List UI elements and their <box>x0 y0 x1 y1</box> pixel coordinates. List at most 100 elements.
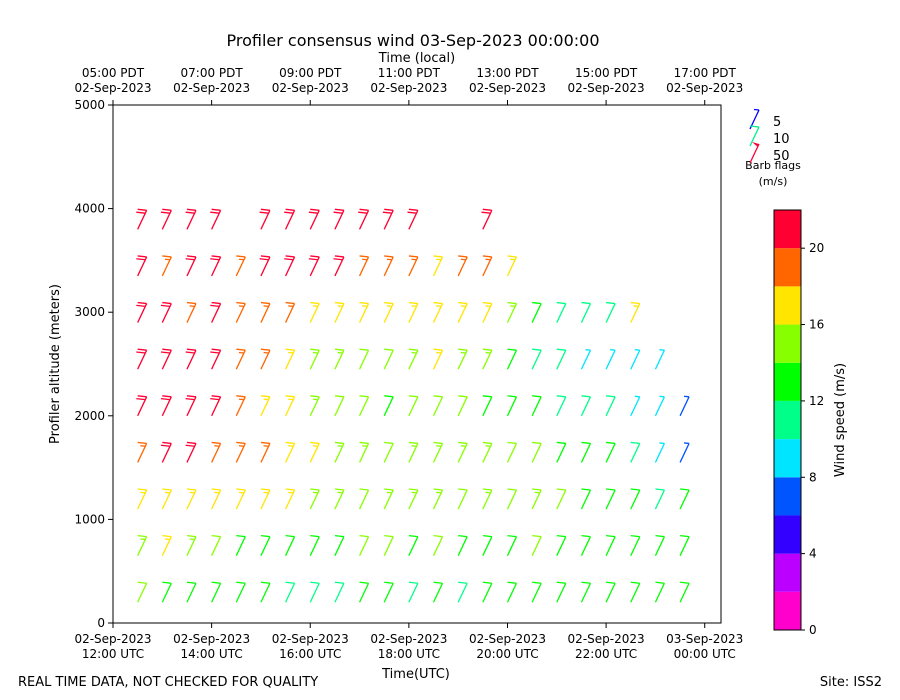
barb-full <box>532 581 542 584</box>
barb-full <box>259 211 269 214</box>
barb-full <box>408 395 418 398</box>
barb-full <box>186 441 197 445</box>
wind-barb <box>235 348 246 370</box>
barb-full <box>260 581 271 584</box>
barb-staff <box>630 583 641 603</box>
barb-full <box>507 255 517 258</box>
barb-staff <box>260 583 271 603</box>
barb-full <box>185 398 195 401</box>
wind-barb <box>432 348 444 370</box>
barb-staff <box>580 349 592 370</box>
barb-full <box>211 395 221 398</box>
x-tick-label: 16:00 UTC <box>279 647 341 661</box>
barb-half <box>411 351 417 354</box>
wind-barb <box>383 441 394 463</box>
wind-barb <box>556 441 567 463</box>
wind-barb <box>309 441 320 463</box>
barb-half <box>585 349 591 351</box>
barb-full <box>310 301 320 305</box>
x-tick-label: 22:00 UTC <box>575 647 637 661</box>
wind-barb <box>482 488 493 510</box>
barb-full <box>260 535 271 538</box>
wind-barb <box>482 301 493 323</box>
x-tick-label: 02-Sep-2023 <box>469 632 546 646</box>
wind-barb <box>457 395 468 417</box>
wind-barb <box>432 301 444 323</box>
barb-full <box>556 441 566 445</box>
barb-full <box>310 535 320 538</box>
x2-tick-label: 17:00 PDT <box>674 66 737 80</box>
wind-barb <box>408 488 419 510</box>
colorbar-band <box>774 286 801 325</box>
barb-half <box>238 491 244 494</box>
barb-full <box>185 444 195 447</box>
barb-full <box>384 208 394 211</box>
wind-barb <box>408 535 419 556</box>
barb-staff <box>630 396 641 417</box>
wind-barb <box>531 395 542 417</box>
barb-full <box>211 581 221 584</box>
barb-staff <box>605 536 616 556</box>
x-tick-label: 18:00 UTC <box>378 647 440 661</box>
barb-staff <box>506 583 518 603</box>
barb-half <box>312 398 318 401</box>
barb-full <box>581 488 591 491</box>
wind-barb <box>605 395 616 417</box>
y-tick-label: 3000 <box>74 305 105 319</box>
colorbar-tick-label: 12 <box>809 394 824 408</box>
barb-full <box>285 208 295 211</box>
barb-full <box>433 301 443 305</box>
barb-full <box>285 301 295 305</box>
barb-half <box>238 445 244 447</box>
wind-barb <box>580 441 592 463</box>
barb-full <box>359 348 369 351</box>
barb-full <box>507 535 517 538</box>
wind-barb <box>654 442 666 463</box>
barb-full <box>384 301 394 305</box>
barb-staff <box>531 303 542 323</box>
barb-full <box>137 581 147 584</box>
barb-half <box>362 258 368 261</box>
barb-full <box>606 535 616 538</box>
barb-full <box>160 351 171 354</box>
wind-barb <box>556 348 567 370</box>
barb-full <box>285 581 295 584</box>
barb-full <box>481 211 491 214</box>
barb-staff <box>334 583 345 603</box>
barb-full <box>358 211 368 214</box>
barb-half <box>312 305 318 308</box>
wind-barb <box>407 208 419 230</box>
barb-full <box>581 301 591 305</box>
barb-staff <box>383 396 394 417</box>
barb-half <box>238 398 244 401</box>
barb-full <box>186 208 197 211</box>
barb-staff <box>358 536 370 556</box>
barb-staff <box>358 489 370 510</box>
wind-barb <box>309 535 320 556</box>
wind-barb <box>358 208 370 230</box>
barb-staff <box>531 443 542 463</box>
barb-full <box>136 211 146 214</box>
wind-barb <box>482 395 493 417</box>
barb-full <box>310 581 320 584</box>
barb-staff <box>556 349 567 370</box>
wind-barb <box>260 581 271 603</box>
barb-half <box>164 491 171 494</box>
wind-barb <box>136 395 148 417</box>
barb-full <box>137 348 147 351</box>
barb-staff <box>605 349 616 370</box>
barb-full <box>556 488 566 491</box>
barb-staff <box>137 583 148 603</box>
x-tick-label: 12:00 UTC <box>82 647 144 661</box>
barb-half <box>312 351 318 354</box>
barb-full <box>359 301 369 305</box>
barb-full <box>408 348 418 351</box>
barb-full <box>334 301 344 305</box>
wind-barb <box>160 441 172 463</box>
barb-staff <box>482 583 493 603</box>
barb-half <box>610 349 616 351</box>
barb-half <box>411 305 417 308</box>
legend-label: 50 <box>773 149 790 164</box>
barb-staff <box>556 303 567 323</box>
barb-half <box>386 258 392 261</box>
